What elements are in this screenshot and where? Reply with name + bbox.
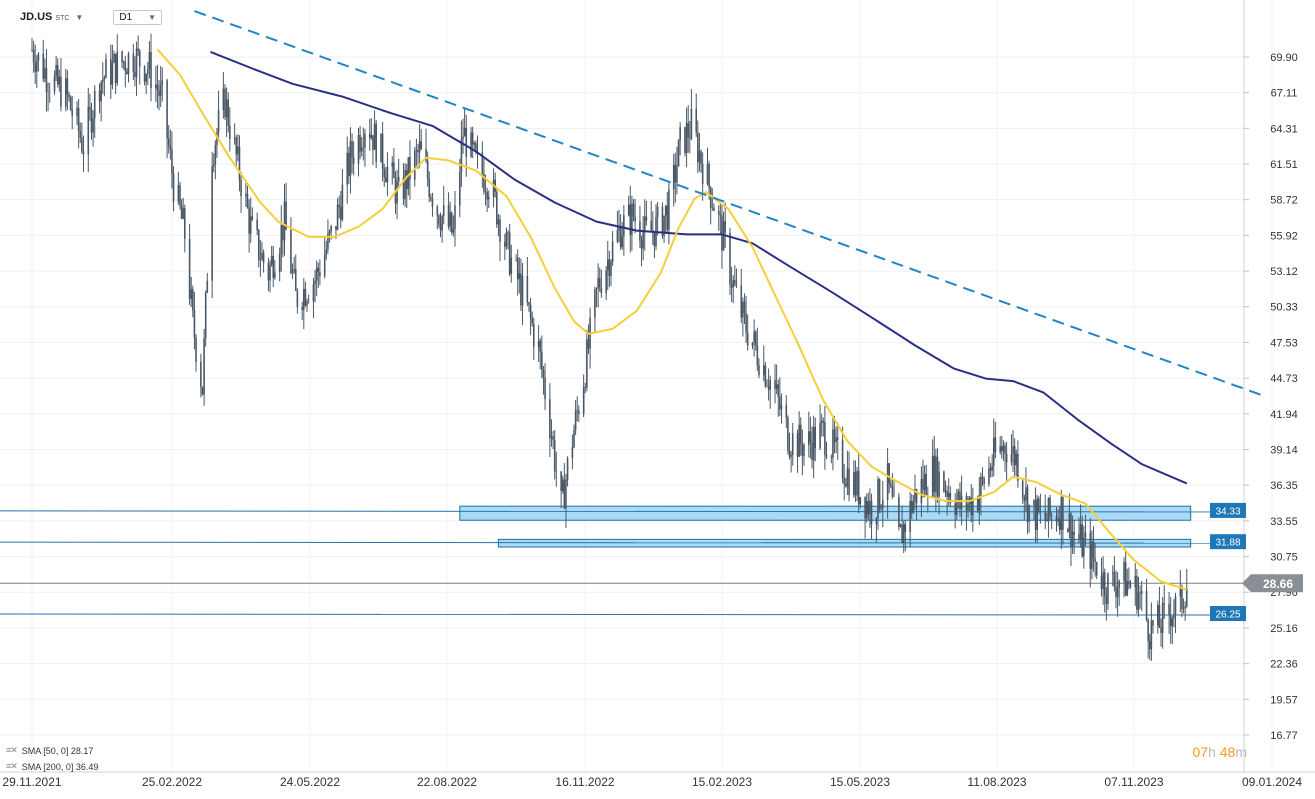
price-tick-label: 41.94	[1270, 409, 1298, 421]
countdown-hours: 07	[1192, 744, 1209, 760]
sma200-line	[210, 50, 1188, 485]
countdown-minutes: 48	[1219, 744, 1236, 760]
bar-countdown: 07h 48m	[1192, 744, 1247, 760]
sma50-line	[156, 48, 1188, 591]
time-tick-label: 29.11.2021	[2, 775, 61, 789]
price-tick-label: 47.53	[1270, 337, 1298, 349]
symbol-dropdown-chevron-icon[interactable]: ▼	[75, 12, 84, 22]
level-line	[0, 541, 1245, 544]
trendline-layer	[194, 10, 1266, 398]
chart-header: JD.US STC ▼ D1 ▼	[0, 8, 163, 26]
time-tick-label: 25.02.2022	[142, 775, 202, 789]
time-tick-label: 07.11.2023	[1104, 775, 1163, 789]
candlestick-series	[31, 33, 1188, 661]
price-tick-label: 44.73	[1270, 373, 1298, 385]
time-tick-label: 15.02.2023	[692, 775, 752, 789]
price-tick-label: 30.75	[1270, 552, 1298, 564]
countdown-m-unit: m	[1235, 744, 1247, 760]
last-price-label: 28.66	[1263, 577, 1293, 591]
legend-sma50[interactable]: ≡✕ SMA [50, 0] 28.17	[6, 745, 93, 756]
chart-grid	[0, 0, 1273, 772]
level-badge	[1210, 534, 1246, 550]
timeframe-select[interactable]: D1 ▼	[113, 9, 163, 25]
symbol-label[interactable]: JD.US	[20, 11, 53, 23]
legend-sma200-label: SMA [200, 0]	[21, 761, 74, 772]
price-axis[interactable]: 69.90 67.11 64.31 61.51 58.72 55.92 53.12 50.33…	[1243, 0, 1298, 772]
time-axis[interactable]: 29.11.2021 25.02.2022 24.05.2022 22.08.2022…	[0, 771, 1315, 789]
support-zone	[459, 505, 1192, 521]
legend-sma50-label: SMA [50, 0]	[21, 745, 69, 756]
price-tick-label: 53.12	[1270, 266, 1298, 278]
settings-close-icon[interactable]: ≡✕	[6, 745, 18, 755]
time-tick-label: 22.08.2022	[417, 775, 477, 789]
time-tick-label: 24.05.2022	[280, 775, 340, 789]
price-tick-label: 16.77	[1270, 730, 1298, 742]
countdown-h-unit: h	[1208, 744, 1216, 760]
price-tick-label: 64.31	[1270, 123, 1298, 135]
price-tick-label: 39.14	[1270, 445, 1298, 457]
moving-average-lines	[156, 48, 1188, 591]
price-tick-label: 58.72	[1270, 195, 1298, 207]
price-tick-label: 36.35	[1270, 480, 1298, 492]
last-price-badge	[1242, 574, 1303, 593]
downtrend-line	[194, 10, 1266, 398]
timeframe-value: D1	[119, 11, 133, 23]
level-badge-label: 26.25	[1215, 610, 1240, 621]
legend-sma50-value: 28.17	[70, 745, 94, 756]
legend-sma200-value: 36.49	[75, 761, 99, 772]
time-tick-label: 16.11.2022	[555, 775, 614, 789]
time-tick-label: 11.08.2023	[967, 775, 1026, 789]
time-tick-label: 15.05.2023	[830, 775, 890, 789]
price-tick-label: 22.36	[1270, 659, 1298, 671]
price-tick-label: 33.55	[1270, 516, 1298, 528]
price-tick-label: 50.33	[1270, 302, 1298, 314]
settings-close-icon[interactable]: ≡✕	[6, 761, 18, 771]
level-badge-label: 34.33	[1215, 506, 1240, 517]
price-tick-label: 67.11	[1271, 88, 1298, 100]
price-tick-label: 69.90	[1270, 52, 1298, 64]
price-tick-label: 61.51	[1270, 159, 1298, 171]
price-tick-label: 25.16	[1270, 623, 1298, 635]
level-badge	[1210, 606, 1246, 622]
horizontal-levels	[0, 510, 1245, 616]
chevron-down-icon: ▼	[148, 12, 157, 22]
price-tick-label: 55.92	[1270, 230, 1298, 242]
level-badge-label: 31.88	[1215, 538, 1240, 549]
price-badges: 34.33 31.88 26.25 28.66	[1210, 502, 1303, 622]
price-tick-label: 19.57	[1270, 694, 1298, 706]
exchange-label: STC	[55, 15, 70, 22]
level-line	[0, 613, 1245, 616]
legend-sma200[interactable]: ≡✕ SMA [200, 0] 36.49	[6, 761, 98, 772]
time-tick-label: 09.01.2024	[1242, 775, 1302, 789]
level-badge	[1210, 502, 1246, 518]
